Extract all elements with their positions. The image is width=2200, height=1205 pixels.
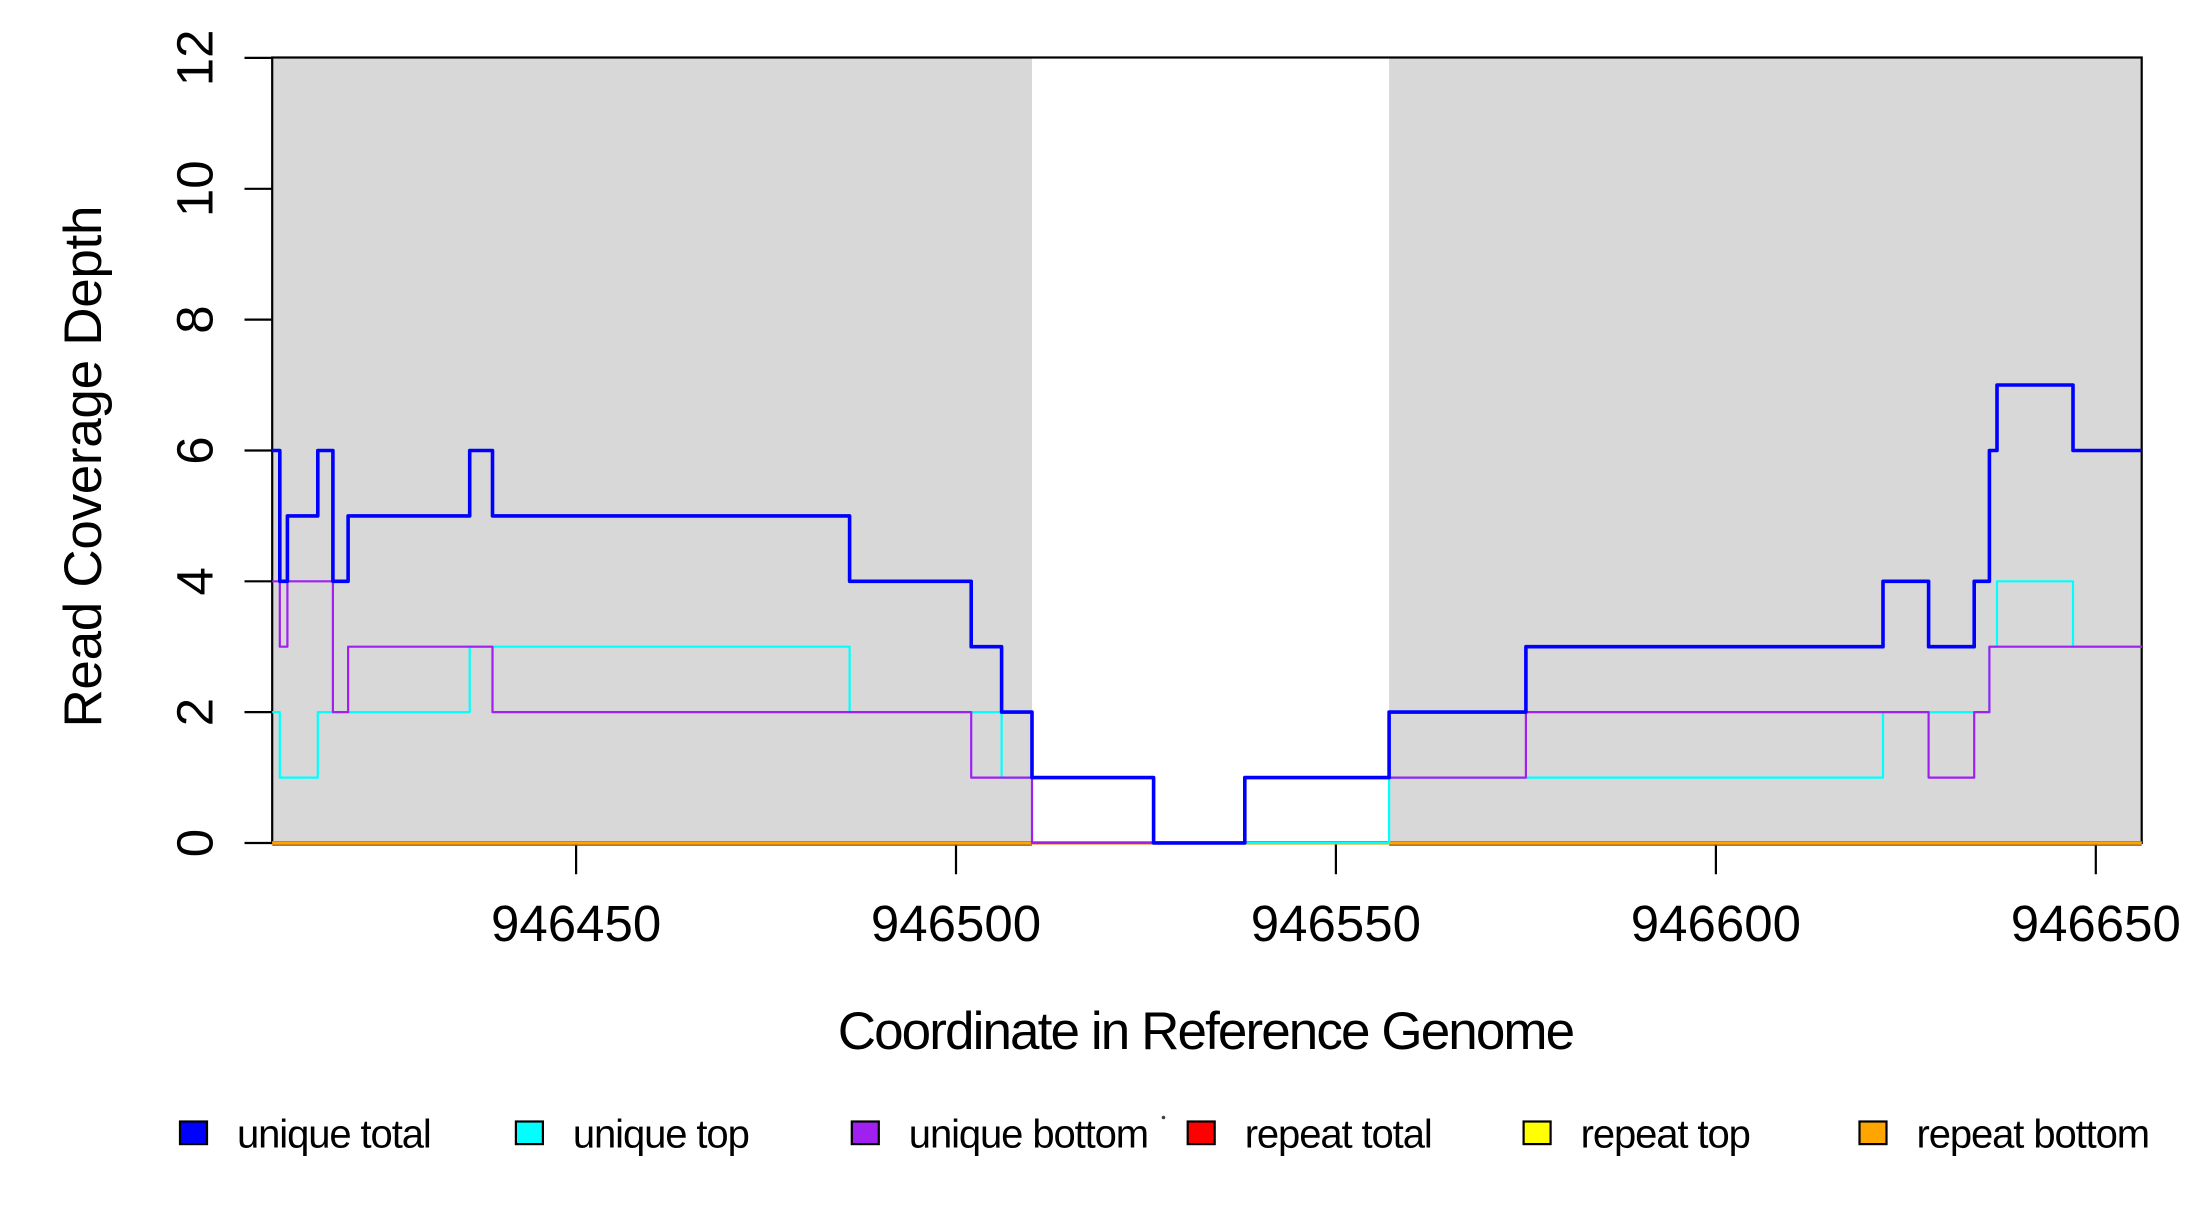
svg-text:946550: 946550 <box>1251 895 1421 952</box>
svg-text:4: 4 <box>167 567 224 595</box>
svg-text:repeat top: repeat top <box>1581 1113 1750 1157</box>
svg-text:8: 8 <box>167 305 224 333</box>
svg-text:unique total: unique total <box>237 1113 431 1157</box>
svg-text:2: 2 <box>167 698 224 726</box>
svg-text:946650: 946650 <box>2011 895 2181 952</box>
svg-text:10: 10 <box>167 160 224 217</box>
svg-text:12: 12 <box>167 30 224 87</box>
svg-text:repeat total: repeat total <box>1245 1113 1432 1157</box>
svg-text:946600: 946600 <box>1631 895 1801 952</box>
svg-text:0: 0 <box>167 829 224 857</box>
svg-text:repeat bottom: repeat bottom <box>1917 1113 2150 1157</box>
svg-text:6: 6 <box>167 436 224 464</box>
svg-text:946450: 946450 <box>491 895 661 952</box>
svg-text:unique top: unique top <box>573 1113 749 1157</box>
svg-text:unique bottom: unique bottom <box>909 1113 1148 1157</box>
svg-text:Read Coverage Depth: Read Coverage Depth <box>54 206 113 728</box>
svg-text:946500: 946500 <box>871 895 1041 952</box>
svg-text:Coordinate in Reference Genome: Coordinate in Reference Genome <box>838 1002 1574 1061</box>
